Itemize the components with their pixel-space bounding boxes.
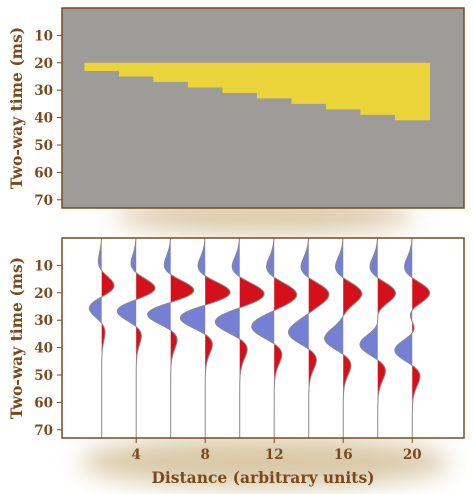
seismic-y-axis-title: Two-way time (ms): [7, 257, 26, 419]
trace-positive-fill: [205, 238, 231, 438]
seismic-y-tick-label: 50: [34, 368, 53, 384]
layer-step-5: [222, 62, 258, 93]
trace-negative-fill: [288, 238, 309, 438]
seismic-y-tick-label: 40: [34, 341, 53, 357]
model-y-axis-title: Two-way time (ms): [7, 27, 26, 189]
seismic-panel: 10 20 30 40 50 60 70 4 8 12 16 20 Two-way time (ms…: [7, 237, 465, 487]
seismic-y-tick-label: 10: [34, 258, 53, 274]
layer-step-8: [325, 62, 362, 110]
trace-6: [251, 238, 298, 438]
trace-negative-fill: [215, 238, 240, 438]
model-y-tick-label: 70: [34, 193, 53, 209]
trace-negative-fill: [89, 238, 102, 438]
trace-negative-fill: [359, 238, 378, 438]
trace-line: [359, 238, 396, 438]
model-plot-frame: [61, 7, 465, 209]
seismic-y-tick-label: 20: [34, 286, 53, 302]
trace-positive-fill: [308, 238, 329, 438]
layer-steps: [84, 62, 431, 121]
trace-negative-fill: [394, 238, 413, 438]
trace-line: [288, 238, 330, 438]
model-y-tick-label: 50: [34, 138, 53, 154]
seismic-y-tick-label: 70: [34, 423, 53, 439]
trace-negative-fill: [117, 238, 137, 438]
trace-positive-fill: [239, 238, 265, 438]
trace-line: [88, 238, 115, 438]
model-y-tick-label: 30: [34, 83, 53, 99]
seismic-plot-frame: [61, 237, 465, 439]
parchment-shadow-bottom: [80, 436, 450, 488]
trace-line: [324, 238, 363, 438]
trace-8: [324, 238, 363, 438]
model-y-tick-label: 40: [34, 111, 53, 127]
layer-step-9: [360, 62, 396, 115]
trace-positive-fill: [170, 238, 194, 438]
trace-line: [394, 238, 431, 438]
trace-line: [147, 238, 195, 438]
seismic-x-axis-title: Distance (arbitrary units): [151, 468, 374, 487]
layer-step-6: [256, 62, 293, 99]
layer-step-3: [153, 62, 189, 82]
layer-step-7: [291, 62, 327, 104]
model-y-tick-label: 10: [34, 28, 53, 44]
seismic-y-ticks: 10 20 30 40 50 60 70: [34, 258, 62, 439]
seismic-x-tick-label: 8: [200, 447, 209, 463]
model-y-ticks: 10 20 30 40 50 60 70: [34, 28, 62, 209]
trace-2: [116, 238, 156, 438]
trace-negative-fill: [324, 238, 344, 438]
trace-line: [116, 238, 156, 438]
layer-step-1: [84, 62, 120, 72]
layer-step-2: [118, 62, 155, 77]
trace-negative-fill: [180, 238, 206, 438]
seismic-x-tick-label: 12: [265, 447, 284, 463]
seismic-traces: [88, 238, 431, 438]
trace-9: [359, 238, 396, 438]
trace-positive-fill: [136, 238, 156, 438]
trace-4: [179, 238, 231, 438]
seismic-x-tick-label: 16: [334, 447, 353, 463]
trace-negative-fill: [251, 238, 275, 438]
trace-7: [288, 238, 330, 438]
trace-positive-fill: [101, 238, 115, 438]
seismic-plot-background: [62, 238, 464, 438]
trace-line: [251, 238, 298, 438]
seismic-x-tick-label: 20: [403, 447, 422, 463]
trace-5: [214, 238, 265, 438]
trace-positive-fill: [412, 238, 430, 438]
trace-line: [179, 238, 231, 438]
seismic-y-tick-label: 30: [34, 313, 53, 329]
seismic-y-tick-label: 60: [34, 395, 53, 411]
trace-positive-fill: [343, 238, 362, 438]
model-panel: 10 20 30 40 50 60 70 Two-way time (ms): [7, 7, 465, 209]
seismic-x-ticks: 4 8 12 16 20: [131, 438, 422, 463]
trace-positive-fill: [377, 238, 396, 438]
layer-step-4: [187, 62, 224, 88]
model-y-tick-label: 20: [34, 56, 53, 72]
trace-3: [147, 238, 195, 438]
seismic-x-tick-label: 4: [131, 447, 140, 463]
layer-step-10: [394, 62, 431, 121]
model-y-tick-label: 60: [34, 165, 53, 181]
trace-10: [394, 238, 431, 438]
trace-1: [88, 238, 115, 438]
trace-negative-fill: [147, 238, 171, 438]
trace-line: [214, 238, 265, 438]
